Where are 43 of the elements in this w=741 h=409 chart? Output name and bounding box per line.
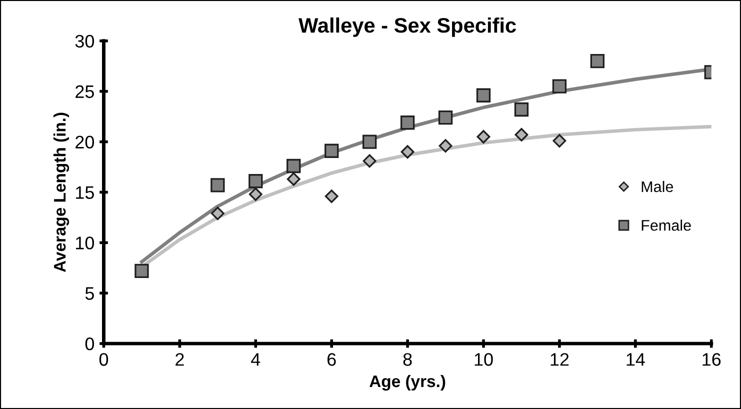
- point: [324, 144, 339, 158]
- point: [210, 178, 225, 192]
- point: [324, 190, 338, 203]
- point: [286, 158, 301, 174]
- y-tick-label: 0: [85, 337, 94, 350]
- legend-label: Female: [642, 220, 691, 231]
- point: [400, 145, 414, 159]
- point: [438, 139, 452, 153]
- point: [476, 130, 490, 144]
- x-tick-label: 10: [474, 353, 493, 366]
- x-axis-title: Age (yrs.): [370, 374, 446, 391]
- x-tick-label: 8: [403, 353, 412, 366]
- point: [590, 54, 605, 68]
- y-tick-label: 30: [75, 34, 94, 48]
- y-tick-label: 20: [76, 136, 94, 149]
- y-tick-label: 15: [76, 186, 94, 199]
- point: [134, 264, 149, 278]
- point: [286, 172, 300, 186]
- point: [210, 206, 224, 220]
- point: [362, 134, 377, 149]
- y-tick-label: 5: [85, 287, 94, 300]
- point: [248, 174, 263, 188]
- point: [552, 134, 566, 148]
- point: [438, 110, 453, 125]
- y-tick-label: 10: [76, 236, 94, 250]
- y-tick-label: 25: [76, 85, 94, 98]
- point: [514, 128, 528, 142]
- x-tick-label: 14: [626, 353, 645, 366]
- point: [514, 102, 529, 117]
- point: [476, 88, 491, 102]
- point: [362, 154, 376, 168]
- point: [248, 188, 262, 201]
- x-tick-label: 0: [99, 353, 108, 366]
- x-tick-label: 6: [327, 353, 336, 366]
- x-tick-label: 12: [550, 353, 569, 366]
- point: [400, 116, 415, 130]
- chart-title: Walleye - Sex Specific: [298, 17, 516, 37]
- y-axis-title: Average Length (in.): [53, 112, 70, 272]
- x-tick-label: 4: [251, 353, 260, 366]
- point: [552, 79, 567, 94]
- x-tick-label: 2: [176, 353, 184, 366]
- legend-label: Male: [642, 180, 674, 192]
- x-tick-label: 16: [702, 353, 721, 366]
